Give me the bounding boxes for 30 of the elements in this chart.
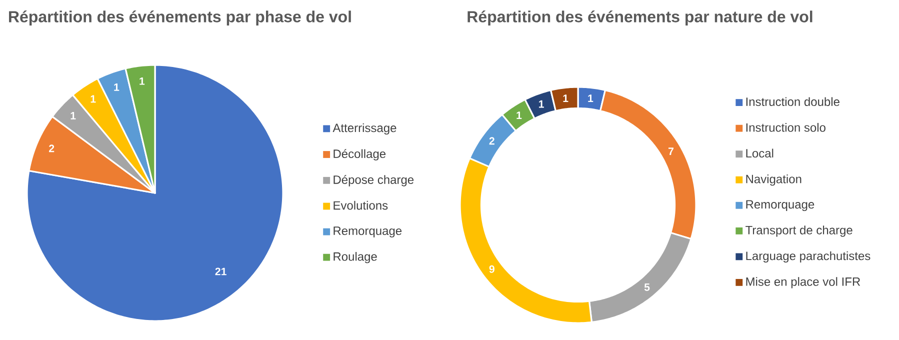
data-label: 1: [140, 77, 145, 85]
legend-label: Dépose charge: [334, 174, 414, 186]
data-label: 21: [215, 268, 226, 276]
data-label: 1: [588, 94, 594, 102]
data-label: 2: [48, 144, 54, 152]
legend-label: Instruction solo: [746, 122, 826, 132]
legend-label: Décollage: [334, 149, 386, 160]
legend-label: Remorquage: [746, 200, 814, 211]
data-label: 7: [668, 148, 674, 155]
data-label: 1: [114, 83, 120, 91]
legend-label: Mise en place vol IFR: [746, 277, 860, 288]
data-label: 1: [70, 112, 76, 120]
legend-label: Navigation: [746, 174, 802, 186]
data-label: 2: [489, 137, 494, 145]
data-label: 1: [538, 100, 544, 108]
legend-label: Instruction double: [746, 97, 840, 106]
data-label: 9: [489, 265, 494, 273]
data-label: 5: [644, 284, 650, 291]
legend-label: Local: [746, 148, 774, 158]
data-label: 1: [516, 112, 522, 119]
chart-title: Répartition des événements par phase de vol: [9, 10, 351, 26]
legend-label: Atterrissage: [332, 123, 396, 135]
chart-title: Répartition des événements par nature de vol: [468, 10, 812, 26]
data-label: 1: [90, 95, 96, 103]
legend-label: Evolutions: [334, 200, 388, 210]
legend-label: Remorquage: [334, 226, 402, 238]
legend-label: Larguage parachutistes: [746, 251, 870, 263]
legend-label: Roulage: [334, 252, 377, 264]
data-label: 1: [563, 94, 568, 102]
legend-label: Transport de charge: [746, 226, 852, 237]
